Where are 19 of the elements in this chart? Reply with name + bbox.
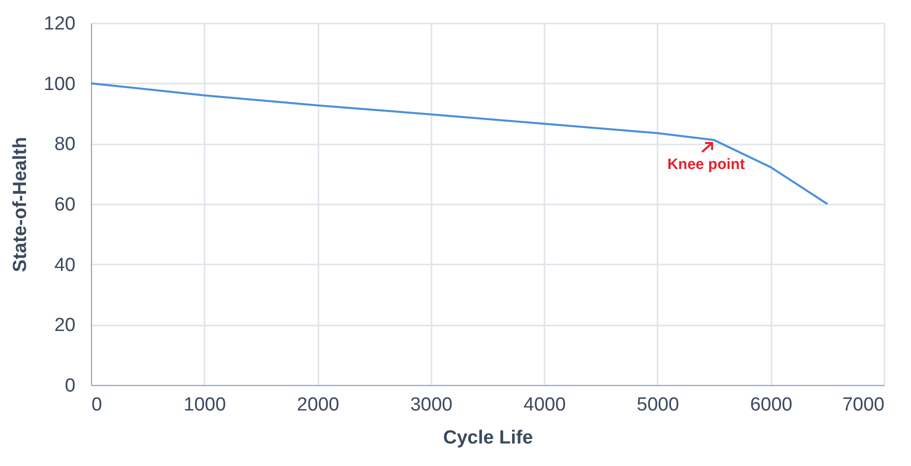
y-tick-label: 20 — [54, 315, 76, 336]
y-tick-label: 60 — [54, 194, 76, 216]
y-tick-label: 0 — [64, 376, 76, 396]
y-tick-label: 40 — [54, 254, 76, 276]
y-axis-title: State-of-Health — [10, 136, 31, 272]
x-tick-label: 7000 — [842, 394, 884, 416]
y-tick-label: 100 — [44, 74, 76, 95]
y-tick-label: 120 — [44, 14, 76, 34]
x-tick-label: 2000 — [296, 394, 340, 416]
x-tick-label: 5000 — [636, 394, 680, 416]
annotation: Knee point — [667, 156, 745, 174]
x-tick-label: 4000 — [524, 394, 566, 416]
x-tick-label: 0 — [92, 394, 102, 416]
x-tick-label: 6000 — [750, 394, 792, 416]
line-series — [90, 82, 828, 205]
x-tick-label: 3000 — [410, 394, 452, 416]
x-tick-label: 1000 — [184, 394, 226, 416]
x-axis-title: Cycle Life — [443, 428, 533, 448]
y-tick-label: 80 — [54, 134, 76, 156]
